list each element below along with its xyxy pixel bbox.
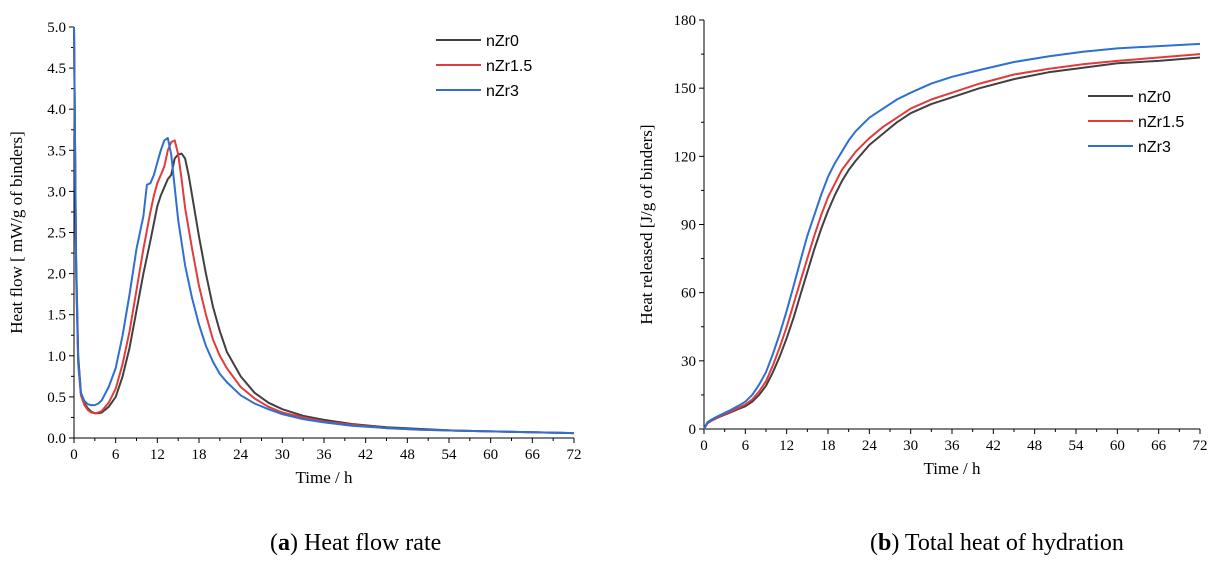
x-tick-label: 60 xyxy=(1110,438,1125,454)
x-tick-label: 12 xyxy=(150,447,165,463)
series-line-nZr3 xyxy=(73,26,575,435)
chart-panel-a: 0 6 12 18 24 30 36 42 48 54 60 66 72 0.0 0.5 1.0 1.5 2.0 2… xyxy=(7,20,582,556)
series-line-nZr1.5 xyxy=(703,53,1201,430)
caption-letter: b xyxy=(878,530,891,556)
panel-caption: (a) Heat flow rate xyxy=(270,530,441,556)
legend-label: nZr1.5 xyxy=(1138,114,1184,131)
caption-text: Total heat of hydration xyxy=(905,530,1124,556)
y-axis-label: Heat flow [ mW/g of binders] xyxy=(7,131,26,334)
x-tick-label: 54 xyxy=(1069,438,1085,454)
y-tick-label: 1.0 xyxy=(47,349,66,365)
x-tick-label: 6 xyxy=(112,447,120,463)
x-tick-label: 66 xyxy=(1151,438,1167,454)
x-tick-label: 66 xyxy=(525,447,541,463)
x-axis-label: Time / h xyxy=(923,459,981,478)
y-tick-label: 5.0 xyxy=(47,20,66,36)
y-tick-label: 0.0 xyxy=(47,431,66,447)
x-tick-label: 60 xyxy=(483,447,498,463)
y-tick-label: 30 xyxy=(681,354,696,370)
y-tick-label: 60 xyxy=(681,286,696,302)
y-tick-label: 4.5 xyxy=(47,61,66,77)
panel-caption: (b) Total heat of hydration xyxy=(870,530,1124,556)
x-tick-label: 42 xyxy=(986,438,1001,454)
x-tick-label: 54 xyxy=(442,447,458,463)
y-tick-label: 4.0 xyxy=(47,102,66,118)
caption-letter: a xyxy=(278,530,290,556)
legend-label: nZr3 xyxy=(1138,139,1171,156)
y-tick-label: 3.0 xyxy=(47,184,66,200)
x-tick-label: 30 xyxy=(903,438,918,454)
x-tick-label: 36 xyxy=(317,447,333,463)
y-tick-label: 90 xyxy=(681,218,696,234)
x-tick-label: 42 xyxy=(358,447,373,463)
series-line-nZr0 xyxy=(703,56,1201,430)
x-tick-label: 12 xyxy=(779,438,794,454)
x-tick-label: 48 xyxy=(1027,438,1042,454)
y-tick-label: 2.5 xyxy=(47,226,66,242)
series-line-nZr3 xyxy=(703,42,1201,430)
x-tick-label: 18 xyxy=(821,438,836,454)
y-tick-label: 120 xyxy=(674,149,697,165)
x-tick-label: 0 xyxy=(70,447,78,463)
x-tick-label: 0 xyxy=(700,438,708,454)
x-tick-label: 72 xyxy=(1193,438,1208,454)
x-tick-label: 30 xyxy=(275,447,290,463)
y-tick-label: 150 xyxy=(674,81,697,97)
y-tick-label: 1.5 xyxy=(47,308,66,324)
series-line-nZr1.5 xyxy=(73,26,575,435)
x-tick-label: 48 xyxy=(400,447,415,463)
caption-text: Heat flow rate xyxy=(304,530,441,556)
y-tick-label: 3.5 xyxy=(47,143,66,159)
y-axis-label: Heat released [J/g of binders] xyxy=(637,124,656,324)
x-tick-label: 24 xyxy=(233,447,249,463)
chart-panel-b: 0 6 12 18 24 30 36 42 48 54 60 66 72 0 30 60 90 120 150 180… xyxy=(637,13,1208,556)
legend-label: nZr0 xyxy=(486,33,519,50)
y-tick-label: 180 xyxy=(674,13,697,29)
y-tick-label: 0 xyxy=(689,422,697,438)
x-tick-label: 36 xyxy=(945,438,961,454)
legend-label: nZr0 xyxy=(1138,89,1171,106)
legend-label: nZr3 xyxy=(486,83,519,100)
x-tick-label: 6 xyxy=(742,438,750,454)
x-tick-label: 24 xyxy=(862,438,878,454)
x-axis-label: Time / h xyxy=(295,468,353,487)
y-tick-label: 2.0 xyxy=(47,267,66,283)
legend-label: nZr1.5 xyxy=(486,58,532,75)
x-tick-label: 72 xyxy=(567,447,582,463)
y-tick-label: 0.5 xyxy=(47,390,66,406)
x-tick-label: 18 xyxy=(192,447,207,463)
